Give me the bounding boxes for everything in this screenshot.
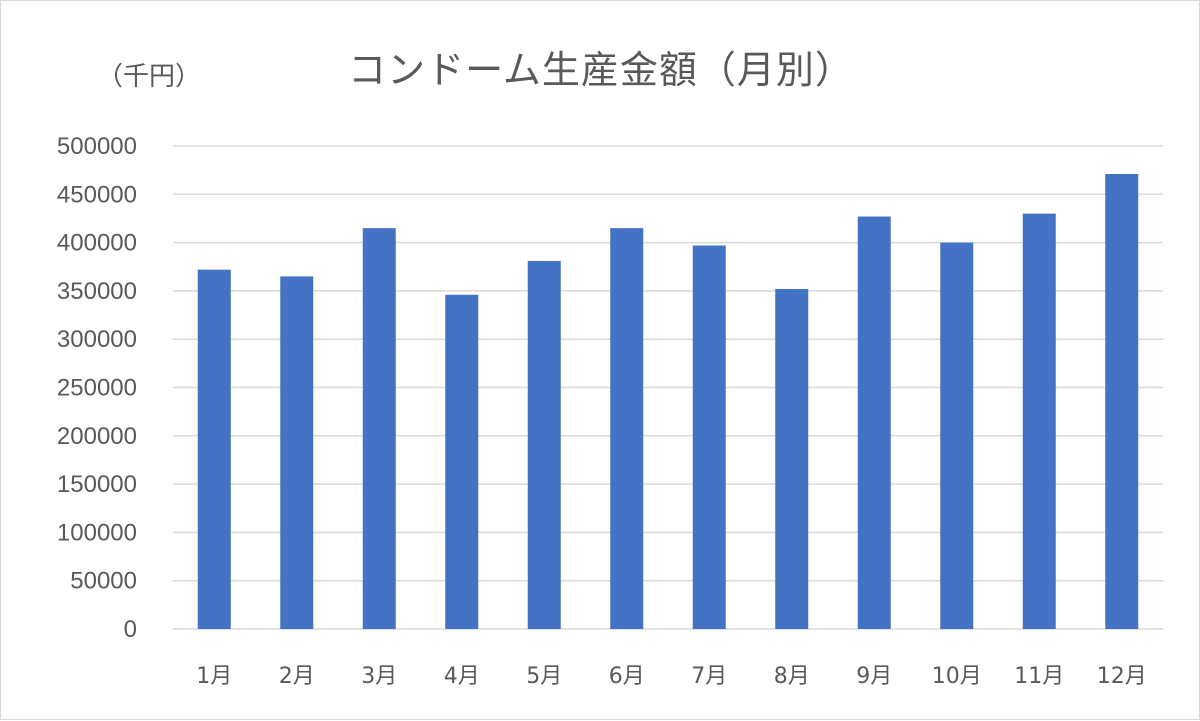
y-tick-label: 300000 <box>57 326 137 353</box>
bar-4 <box>445 294 479 629</box>
bar-10 <box>940 242 974 629</box>
x-category-label: 8月 <box>774 664 810 689</box>
x-category-label: 12月 <box>1097 664 1147 689</box>
y-tick-label: 500000 <box>57 133 137 160</box>
bar-11 <box>1022 213 1056 629</box>
bar-5 <box>527 260 561 629</box>
x-category-label: 9月 <box>856 664 892 689</box>
bar-1 <box>197 269 231 629</box>
y-axis-unit-label: （千円） <box>97 62 202 92</box>
y-tick-label: 100000 <box>57 519 137 546</box>
x-category-label: 3月 <box>361 664 397 689</box>
y-tick-label: 250000 <box>57 375 137 402</box>
x-category-label: 1月 <box>196 664 232 689</box>
y-tick-label: 150000 <box>57 471 137 498</box>
bar-6 <box>610 228 644 630</box>
y-tick-label: 450000 <box>57 181 137 208</box>
y-tick-label: 200000 <box>57 423 137 450</box>
y-tick-label: 50000 <box>70 568 137 595</box>
bar-9 <box>857 216 891 629</box>
bar-12 <box>1105 174 1139 629</box>
x-category-label: 10月 <box>932 664 982 689</box>
x-category-label: 4月 <box>444 664 480 689</box>
chart-title: コンドーム生産金額（月別） <box>348 48 854 92</box>
x-category-label: 11月 <box>1014 664 1064 689</box>
bar-8 <box>775 288 809 629</box>
y-tick-label: 0 <box>124 616 137 643</box>
bar-2 <box>280 276 314 629</box>
y-tick-label: 400000 <box>57 230 137 257</box>
bar-7 <box>692 245 726 630</box>
x-category-label: 7月 <box>691 664 727 689</box>
y-tick-label: 350000 <box>57 278 137 305</box>
bar-3 <box>362 228 396 630</box>
x-category-label: 2月 <box>279 664 315 689</box>
x-category-label: 5月 <box>526 664 562 689</box>
x-category-label: 6月 <box>609 664 645 689</box>
